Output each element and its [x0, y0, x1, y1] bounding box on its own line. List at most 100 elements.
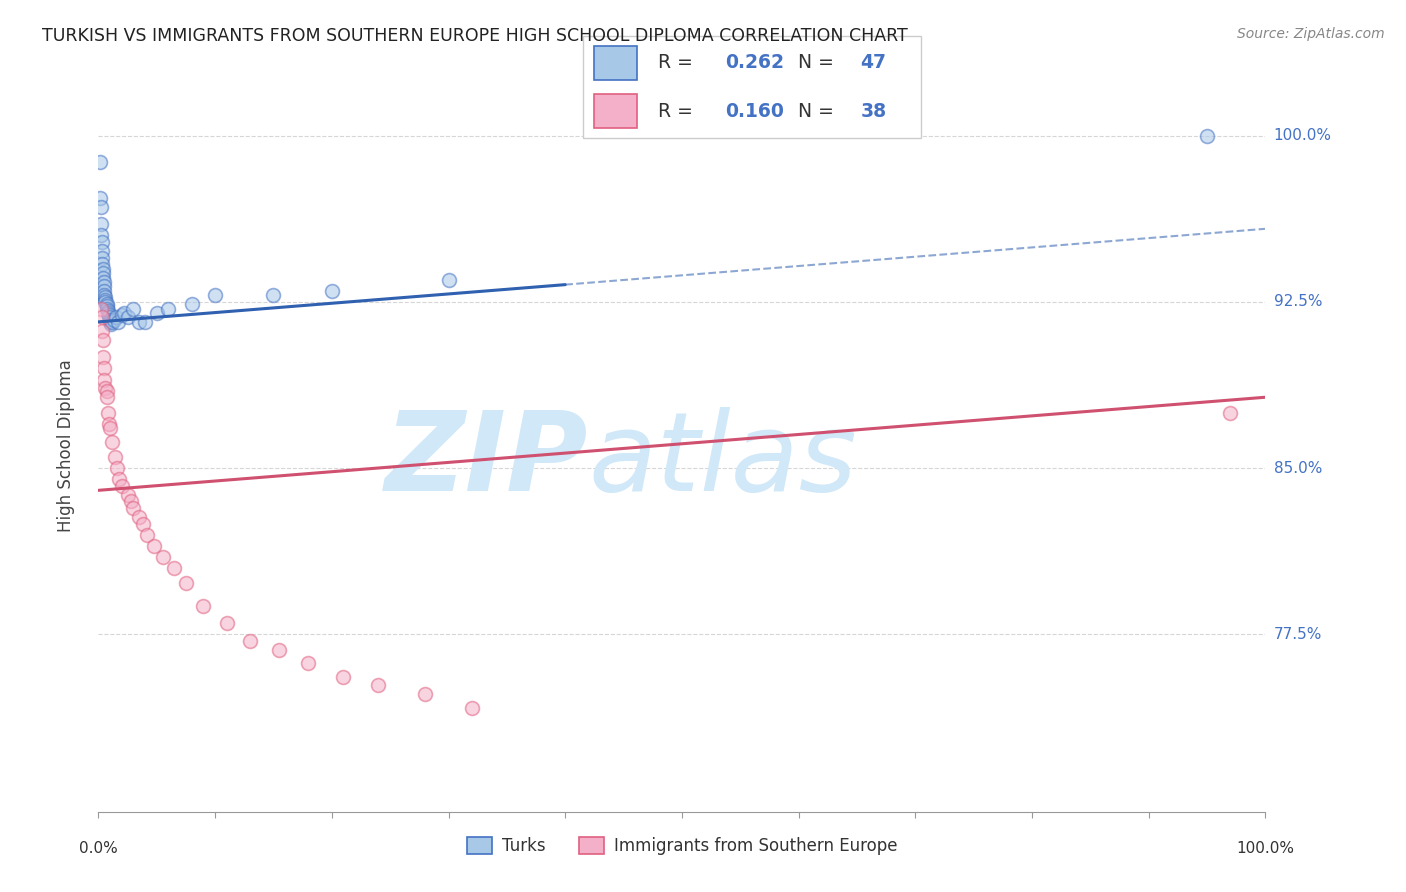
- Point: [332, 669, 354, 683]
- Y-axis label: High School Diploma: High School Diploma: [56, 359, 75, 533]
- Point: [108, 472, 131, 486]
- Point: [1219, 406, 1241, 420]
- Point: [96, 297, 118, 311]
- Text: 0.160: 0.160: [725, 102, 785, 120]
- Point: [122, 301, 145, 316]
- Point: [128, 315, 150, 329]
- Point: [94, 381, 117, 395]
- Legend: Turks, Immigrants from Southern Europe: Turks, Immigrants from Southern Europe: [460, 830, 904, 862]
- Point: [269, 643, 291, 657]
- Text: 0.0%: 0.0%: [79, 841, 118, 856]
- Point: [262, 288, 284, 302]
- Point: [413, 687, 436, 701]
- Point: [297, 657, 319, 671]
- Point: [90, 301, 112, 316]
- Point: [93, 279, 115, 293]
- Point: [152, 549, 174, 564]
- Point: [89, 155, 111, 169]
- Point: [90, 235, 112, 249]
- Text: TURKISH VS IMMIGRANTS FROM SOUTHERN EUROPE HIGH SCHOOL DIPLOMA CORRELATION CHART: TURKISH VS IMMIGRANTS FROM SOUTHERN EURO…: [42, 27, 908, 45]
- Text: Source: ZipAtlas.com: Source: ZipAtlas.com: [1237, 27, 1385, 41]
- Text: 38: 38: [860, 102, 886, 120]
- Point: [204, 288, 226, 302]
- Point: [180, 297, 202, 311]
- Text: 0.262: 0.262: [725, 54, 785, 72]
- Text: 47: 47: [860, 54, 886, 72]
- Point: [117, 310, 139, 325]
- Point: [98, 421, 121, 435]
- Point: [101, 434, 124, 449]
- FancyBboxPatch shape: [593, 95, 637, 128]
- Point: [91, 351, 114, 365]
- Point: [96, 390, 118, 404]
- FancyBboxPatch shape: [583, 36, 921, 138]
- Point: [91, 261, 114, 276]
- Text: 92.5%: 92.5%: [1274, 294, 1322, 310]
- Point: [93, 284, 115, 298]
- Point: [89, 191, 111, 205]
- Point: [117, 488, 139, 502]
- Point: [91, 266, 114, 280]
- Point: [93, 275, 115, 289]
- Point: [90, 228, 112, 243]
- Point: [103, 312, 125, 326]
- Text: atlas: atlas: [589, 407, 858, 514]
- Text: 100.0%: 100.0%: [1274, 128, 1331, 144]
- Point: [93, 288, 115, 302]
- Point: [146, 306, 169, 320]
- Point: [96, 299, 118, 313]
- Point: [93, 372, 115, 386]
- Point: [97, 308, 120, 322]
- Point: [128, 510, 150, 524]
- Point: [91, 333, 114, 347]
- Point: [94, 293, 117, 307]
- Point: [94, 291, 117, 305]
- Point: [104, 450, 127, 464]
- Point: [101, 315, 124, 329]
- Point: [97, 406, 120, 420]
- Point: [100, 317, 122, 331]
- Point: [122, 501, 145, 516]
- Point: [96, 384, 118, 398]
- Point: [90, 310, 112, 325]
- Point: [163, 561, 186, 575]
- Point: [193, 599, 215, 613]
- Point: [98, 315, 121, 329]
- Point: [136, 527, 159, 541]
- Point: [143, 539, 166, 553]
- Point: [112, 306, 135, 320]
- Point: [90, 200, 112, 214]
- Point: [97, 310, 120, 325]
- Point: [90, 324, 112, 338]
- Point: [157, 301, 180, 316]
- FancyBboxPatch shape: [593, 46, 637, 79]
- Point: [174, 576, 197, 591]
- Text: R =: R =: [658, 54, 699, 72]
- Point: [90, 244, 112, 258]
- Point: [120, 494, 142, 508]
- Point: [98, 312, 121, 326]
- Point: [1195, 128, 1218, 143]
- Point: [321, 284, 343, 298]
- Point: [96, 301, 118, 316]
- Point: [90, 251, 112, 265]
- Text: ZIP: ZIP: [385, 407, 589, 514]
- Point: [461, 700, 484, 714]
- Point: [215, 616, 238, 631]
- Point: [107, 315, 129, 329]
- Point: [367, 678, 389, 692]
- Point: [97, 306, 120, 320]
- Point: [90, 218, 112, 232]
- Point: [104, 310, 127, 325]
- Point: [97, 303, 120, 318]
- Point: [437, 273, 460, 287]
- Text: 77.5%: 77.5%: [1274, 627, 1322, 642]
- Point: [134, 315, 156, 329]
- Text: 85.0%: 85.0%: [1274, 460, 1322, 475]
- Point: [94, 294, 117, 309]
- Point: [239, 634, 262, 648]
- Point: [111, 308, 134, 322]
- Point: [90, 257, 112, 271]
- Point: [91, 270, 114, 285]
- Text: N =: N =: [786, 54, 839, 72]
